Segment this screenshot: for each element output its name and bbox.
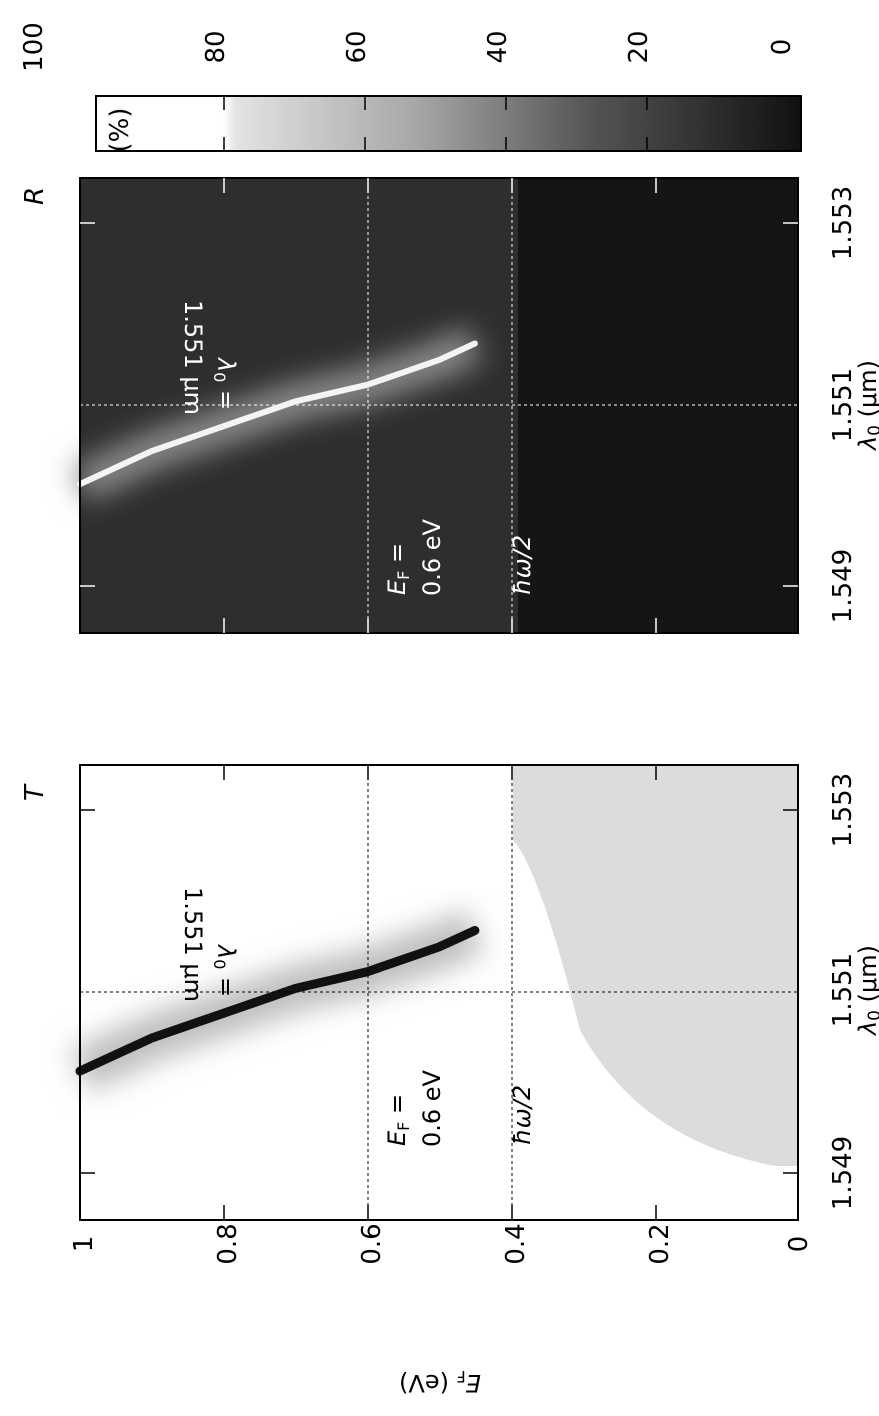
y-axis-label: EF (eV) <box>399 1367 481 1397</box>
t-resonance-line <box>75 926 480 1076</box>
svg-text:1.551 μm: 1.551 μm <box>179 887 207 1002</box>
colorbar-frame <box>95 95 802 152</box>
r-grid <box>80 178 798 633</box>
t-x-axis-label: λ0 (μm) <box>854 945 879 1037</box>
t-ef-annotation: EF = 0.6 eV <box>383 1069 446 1147</box>
t-frame <box>79 764 799 1221</box>
y-tick-label: 0 <box>784 1236 814 1253</box>
svg-text:λ0 =: λ0 = <box>210 356 240 410</box>
r-frame <box>79 177 799 634</box>
colorbar-tick-label: 20 <box>624 30 654 63</box>
x-tick-label: 1.551 <box>828 368 858 442</box>
t-grid <box>80 765 798 1220</box>
colorbar-tick-label: 80 <box>201 30 231 63</box>
svg-text:λ0 =: λ0 = <box>210 943 240 997</box>
colorbar-tick-label: 0 <box>767 39 797 56</box>
r-x-tick-labels: 1.549 1.551 1.553 <box>828 186 858 623</box>
y-tick-label: 0.8 <box>213 1223 243 1264</box>
x-tick-label: 1.553 <box>828 773 858 847</box>
colorbar-ticks <box>223 96 648 151</box>
svg-text:0.6 eV: 0.6 eV <box>418 1069 446 1147</box>
r-x-axis-label: λ0 (μm) <box>854 360 879 452</box>
t-heatmap <box>70 765 798 1220</box>
t-lambda-annotation: 1.551 μm λ0 = <box>179 887 240 1002</box>
svg-text:EF =: EF = <box>383 543 413 595</box>
r-title: R <box>20 187 50 205</box>
y-tick-label: 0.4 <box>501 1223 531 1264</box>
r-panel: R 1.549 1.551 1.553 λ0 (μm) EF = 0.6 eV … <box>20 177 879 634</box>
x-tick-label: 1.549 <box>828 1136 858 1210</box>
colorbar-gradient <box>96 96 801 151</box>
colorbar-tick-label: 60 <box>342 30 372 63</box>
t-panel: 1 0.8 0.6 0.4 0.2 0 T 1.549 1.551 1.553 … <box>20 764 879 1265</box>
svg-text:EF =: EF = <box>383 1094 413 1146</box>
t-title: T <box>20 783 50 801</box>
y-tick-label: 0.2 <box>645 1223 675 1264</box>
colorbar-label: (%) <box>105 108 135 153</box>
colorbar-tick-label: 40 <box>483 30 513 63</box>
x-tick-label: 1.553 <box>828 186 858 260</box>
colorbar-tick-label: 100 <box>19 22 49 72</box>
t-threshold-label: ħω/2 <box>508 1085 536 1145</box>
t-y-tick-labels: 1 0.8 0.6 0.4 0.2 0 <box>69 1223 814 1264</box>
r-resonance-line <box>77 340 478 488</box>
svg-text:1.551 μm: 1.551 μm <box>179 300 207 415</box>
svg-text:0.6 eV: 0.6 eV <box>418 518 446 596</box>
t-frame-ticks <box>80 765 798 1220</box>
y-tick-label: 0.6 <box>357 1223 387 1264</box>
r-ef-annotation: EF = 0.6 eV <box>383 518 446 596</box>
r-threshold-label: ħω/2 <box>508 535 536 595</box>
r-heatmap <box>72 178 798 633</box>
t-x-tick-labels: 1.549 1.551 1.553 <box>828 773 858 1210</box>
r-lambda-annotation: 1.551 μm λ0 = <box>179 300 240 415</box>
r-frame-ticks <box>80 178 798 633</box>
x-tick-label: 1.551 <box>828 953 858 1027</box>
y-tick-label: 1 <box>69 1236 99 1253</box>
colorbar-tick-labels: 100 80 60 40 20 0 <box>19 22 797 72</box>
colorbar: (%) 100 80 60 40 20 0 <box>19 22 802 153</box>
x-tick-label: 1.549 <box>828 549 858 623</box>
t-absorption-region <box>513 765 798 1166</box>
